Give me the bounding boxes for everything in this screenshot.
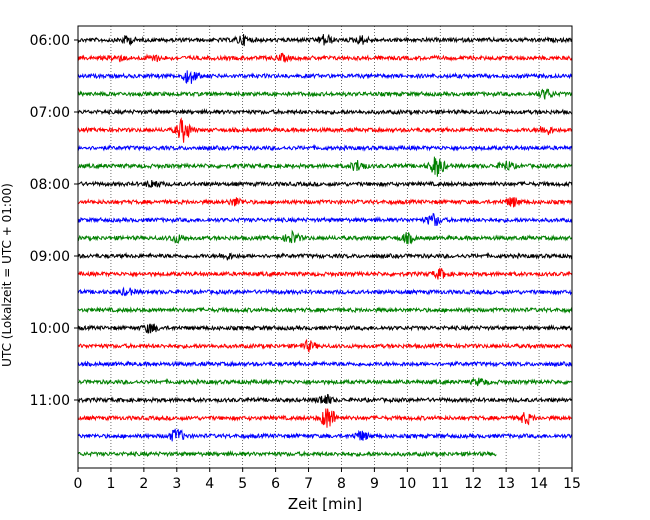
x-tick-label: 15: [563, 476, 581, 492]
x-axis: 0 1 2 3 4 5 6 7 8 9 10 11 12 13 14 15: [74, 468, 581, 492]
x-tick-label: 7: [304, 476, 313, 492]
traces: [77, 33, 573, 458]
trace-1030: [77, 359, 573, 368]
trace-1000: [77, 323, 573, 334]
trace-0945: [77, 306, 573, 314]
x-tick-label: 0: [74, 476, 83, 492]
trace-0800: [77, 179, 573, 188]
trace-0830: [77, 212, 573, 227]
x-tick-label: 1: [106, 476, 115, 492]
y-axis-label: UTC (Lokalzeit = UTC + 01:00): [0, 183, 14, 367]
trace-0600: [77, 33, 573, 47]
trace-1100: [77, 393, 573, 405]
x-tick-label: 12: [464, 476, 482, 492]
y-tick-label: 08:00: [30, 177, 70, 193]
trace-0730: [77, 144, 573, 152]
y-tick-label: 07:00: [30, 105, 70, 121]
y-tick-label: 06:00: [30, 33, 70, 49]
x-tick-label: 3: [172, 476, 181, 492]
trace-1045: [77, 377, 573, 387]
x-tick-label: 4: [205, 476, 214, 492]
trace-1115: [77, 408, 573, 428]
x-tick-label: 10: [398, 476, 416, 492]
trace-0815: [77, 197, 573, 208]
trace-0700: [77, 108, 573, 116]
y-axis: 06:00 07:00 08:00 09:00 10:00 11:00: [30, 33, 78, 409]
plot-frame: [77, 25, 573, 469]
trace-0745: [77, 156, 573, 177]
x-tick-label: 9: [370, 476, 379, 492]
trace-0645: [77, 88, 573, 100]
trace-0930: [77, 286, 573, 297]
trace-1015: [77, 338, 573, 353]
x-tick-label: 6: [271, 476, 280, 492]
trace-0615: [77, 52, 573, 63]
x-tick-label: 2: [139, 476, 148, 492]
x-tick-label: 13: [497, 476, 515, 492]
y-tick-label: 09:00: [30, 249, 70, 265]
x-tick-label: 11: [431, 476, 449, 492]
trace-0900: [77, 251, 573, 261]
x-tick-label: 8: [337, 476, 346, 492]
y-tick-label: 10:00: [30, 321, 70, 337]
trace-1145: [77, 450, 497, 458]
trace-0630: [77, 70, 573, 84]
trace-0845: [77, 229, 573, 245]
trace-1130: [78, 428, 573, 442]
trace-0715: [77, 117, 573, 143]
x-tick-label: 14: [530, 476, 548, 492]
y-tick-label: 11:00: [30, 393, 70, 409]
trace-0915: [77, 267, 573, 280]
x-axis-label: Zeit [min]: [288, 495, 362, 513]
x-tick-label: 5: [238, 476, 247, 492]
